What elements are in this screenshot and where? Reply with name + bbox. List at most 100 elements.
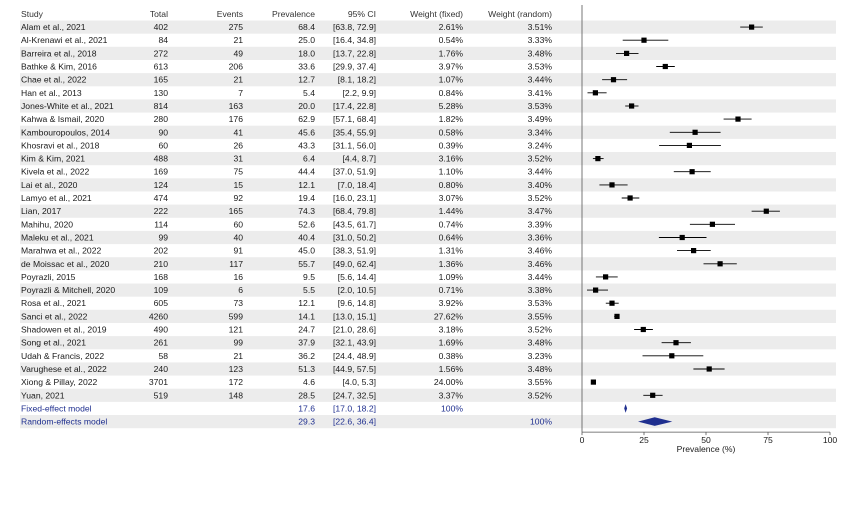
study-row: Maleku et al., 2021 99 40 40.4 [31.0, 50.2] 0…	[21, 233, 552, 243]
study-row: Kahwa & Ismail, 2020 280 176 62.9 [57.1, 68.…	[21, 114, 552, 124]
cell-weight-fixed: 0.39%	[439, 140, 464, 150]
cell-events: 163	[229, 101, 244, 111]
cell-ci: [24.7, 32.5]	[333, 390, 376, 400]
cell-total: 210	[154, 259, 169, 269]
cell-events: 26	[233, 140, 243, 150]
cell-prevalence: 29.3	[298, 417, 315, 427]
cell-study: Marahwa et al., 2022	[21, 246, 101, 256]
study-row: Bathke & Kim, 2016 613 206 33.6 [29.9, 37.4]…	[21, 62, 552, 72]
cell-study: Song et al., 2021	[21, 338, 86, 348]
cell-total: 4260	[149, 311, 168, 321]
cell-weight-fixed: 1.36%	[439, 259, 464, 269]
cell-prevalence: 74.3	[298, 206, 315, 216]
cell-weight-random: 3.48%	[528, 364, 553, 374]
cell-study: Chae et al., 2022	[21, 75, 87, 85]
study-row: Kim & Kim, 2021 488 31 6.4 [4.4, 8.7] 3.16% 3.…	[21, 154, 552, 164]
cell-weight-random: 3.44%	[528, 272, 553, 282]
study-row: Sanci et al., 2022 4260 599 14.1 [13.0, 15.1…	[21, 311, 552, 321]
cell-weight-fixed: 0.84%	[439, 88, 464, 98]
cell-weight-fixed: 3.97%	[439, 62, 464, 72]
cell-weight-fixed: 1.31%	[439, 246, 464, 256]
cell-events: 41	[233, 127, 243, 137]
cell-ci: [49.0, 62.4]	[333, 259, 376, 269]
cell-weight-random: 3.52%	[528, 325, 553, 335]
cell-total: 169	[154, 167, 169, 177]
cell-study: Lian, 2017	[21, 206, 61, 216]
point-estimate	[717, 261, 723, 267]
cell-events: 49	[233, 48, 243, 58]
cell-study: Alam et al., 2021	[21, 22, 86, 32]
point-estimate	[735, 116, 741, 122]
cell-total: 272	[154, 48, 169, 58]
cell-ci: [7.0, 18.4]	[338, 180, 376, 190]
cell-total: 814	[154, 101, 169, 111]
cell-prevalence: 5.5	[303, 285, 315, 295]
study-row: Song et al., 2021 261 99 37.9 [32.1, 43.9] 1.…	[21, 338, 552, 348]
study-row: Alam et al., 2021 402 275 68.4 [63.8, 72.9] 2…	[21, 22, 552, 32]
header-row: Study Total Events Prevalence 95% CI Wei…	[21, 9, 552, 19]
x-tick-label: 75	[763, 435, 773, 445]
cell-weight-fixed: 5.28%	[439, 101, 464, 111]
point-estimate	[595, 156, 601, 162]
cell-weight-random: 3.39%	[528, 219, 553, 229]
cell-study: Bathke & Kim, 2016	[21, 62, 97, 72]
point-estimate	[641, 37, 647, 43]
study-row: Lai et al., 2020 124 15 12.1 [7.0, 18.4] 0.80…	[21, 180, 552, 190]
cell-events: 123	[229, 364, 244, 374]
cell-weight-fixed: 3.16%	[439, 154, 464, 164]
row-band	[20, 46, 836, 60]
cell-events: 117	[229, 259, 243, 269]
cell-prevalence: 19.4	[298, 193, 315, 203]
cell-prevalence: 45.0	[298, 246, 315, 256]
cell-total: 130	[154, 88, 169, 98]
cell-study: Kivela et al., 2022	[21, 167, 90, 177]
header-weight-fixed: Weight (fixed)	[410, 9, 463, 19]
x-axis: 0 25 50 75 100 Prevalence (%)	[580, 5, 837, 454]
x-tick-label: 0	[580, 435, 585, 445]
point-estimate	[650, 392, 656, 398]
cell-prevalence: 55.7	[298, 259, 315, 269]
study-row: Marahwa et al., 2022 202 91 45.0 [38.3, 51.9…	[21, 246, 552, 256]
cell-total: 474	[154, 193, 169, 203]
study-row: de Moissac et al., 2020 210 117 55.7 [49.0, …	[21, 259, 552, 269]
point-estimate	[679, 234, 685, 241]
study-row: Jones-White et al., 2021 814 163 20.0 [17.4,…	[21, 101, 552, 111]
study-row: Lian, 2017 222 165 74.3 [68.4, 79.8] 1.44% 3.4…	[21, 206, 552, 216]
row-band	[20, 73, 836, 87]
cell-weight-random: 3.53%	[528, 298, 553, 308]
cell-weight-random: 3.48%	[528, 48, 553, 58]
cell-study: Al-Krenawi et al., 2021	[21, 35, 108, 45]
row-band	[20, 283, 836, 297]
row-band	[20, 204, 836, 218]
x-tick-label: 50	[701, 435, 711, 445]
cell-ci: [4.0, 5.3]	[343, 377, 376, 387]
cell-weight-random: 3.55%	[528, 377, 553, 387]
cell-weight-fixed: 27.62%	[434, 311, 464, 321]
cell-weight-random: 3.36%	[528, 233, 553, 243]
cell-prevalence: 4.6	[303, 377, 315, 387]
cell-study: Random-effects model	[21, 417, 107, 427]
cell-study: Kim & Kim, 2021	[21, 154, 85, 164]
study-row: Han et al., 2013 130 7 5.4 [2.2, 9.9] 0.84% 3.…	[21, 88, 552, 98]
cell-ci: [57.1, 68.4]	[333, 114, 376, 124]
x-tick-label: 25	[639, 435, 649, 445]
point-estimate	[627, 195, 633, 201]
row-band	[20, 388, 836, 402]
cell-events: 40	[233, 233, 243, 243]
study-row: Rosa et al., 2021 605 73 12.1 [9.6, 14.8] 3.9…	[21, 298, 552, 308]
point-estimate	[592, 90, 598, 96]
cell-weight-fixed: 0.58%	[439, 127, 464, 137]
cell-weight-fixed: 0.71%	[439, 285, 464, 295]
cell-prevalence: 24.7	[298, 325, 315, 335]
cell-weight-fixed: 100%	[441, 403, 463, 413]
cell-study: Lamyo et al., 2021	[21, 193, 92, 203]
cell-prevalence: 9.5	[303, 272, 315, 282]
cell-weight-random: 3.38%	[528, 285, 553, 295]
point-estimate	[692, 129, 698, 135]
cell-weight-random: 3.53%	[528, 62, 553, 72]
cell-total: 613	[154, 62, 169, 72]
study-row: Lamyo et al., 2021 474 92 19.4 [16.0, 23.1] 3…	[21, 193, 552, 203]
cell-weight-random: 3.52%	[528, 154, 553, 164]
cell-study: Khosravi et al., 2018	[21, 140, 100, 150]
